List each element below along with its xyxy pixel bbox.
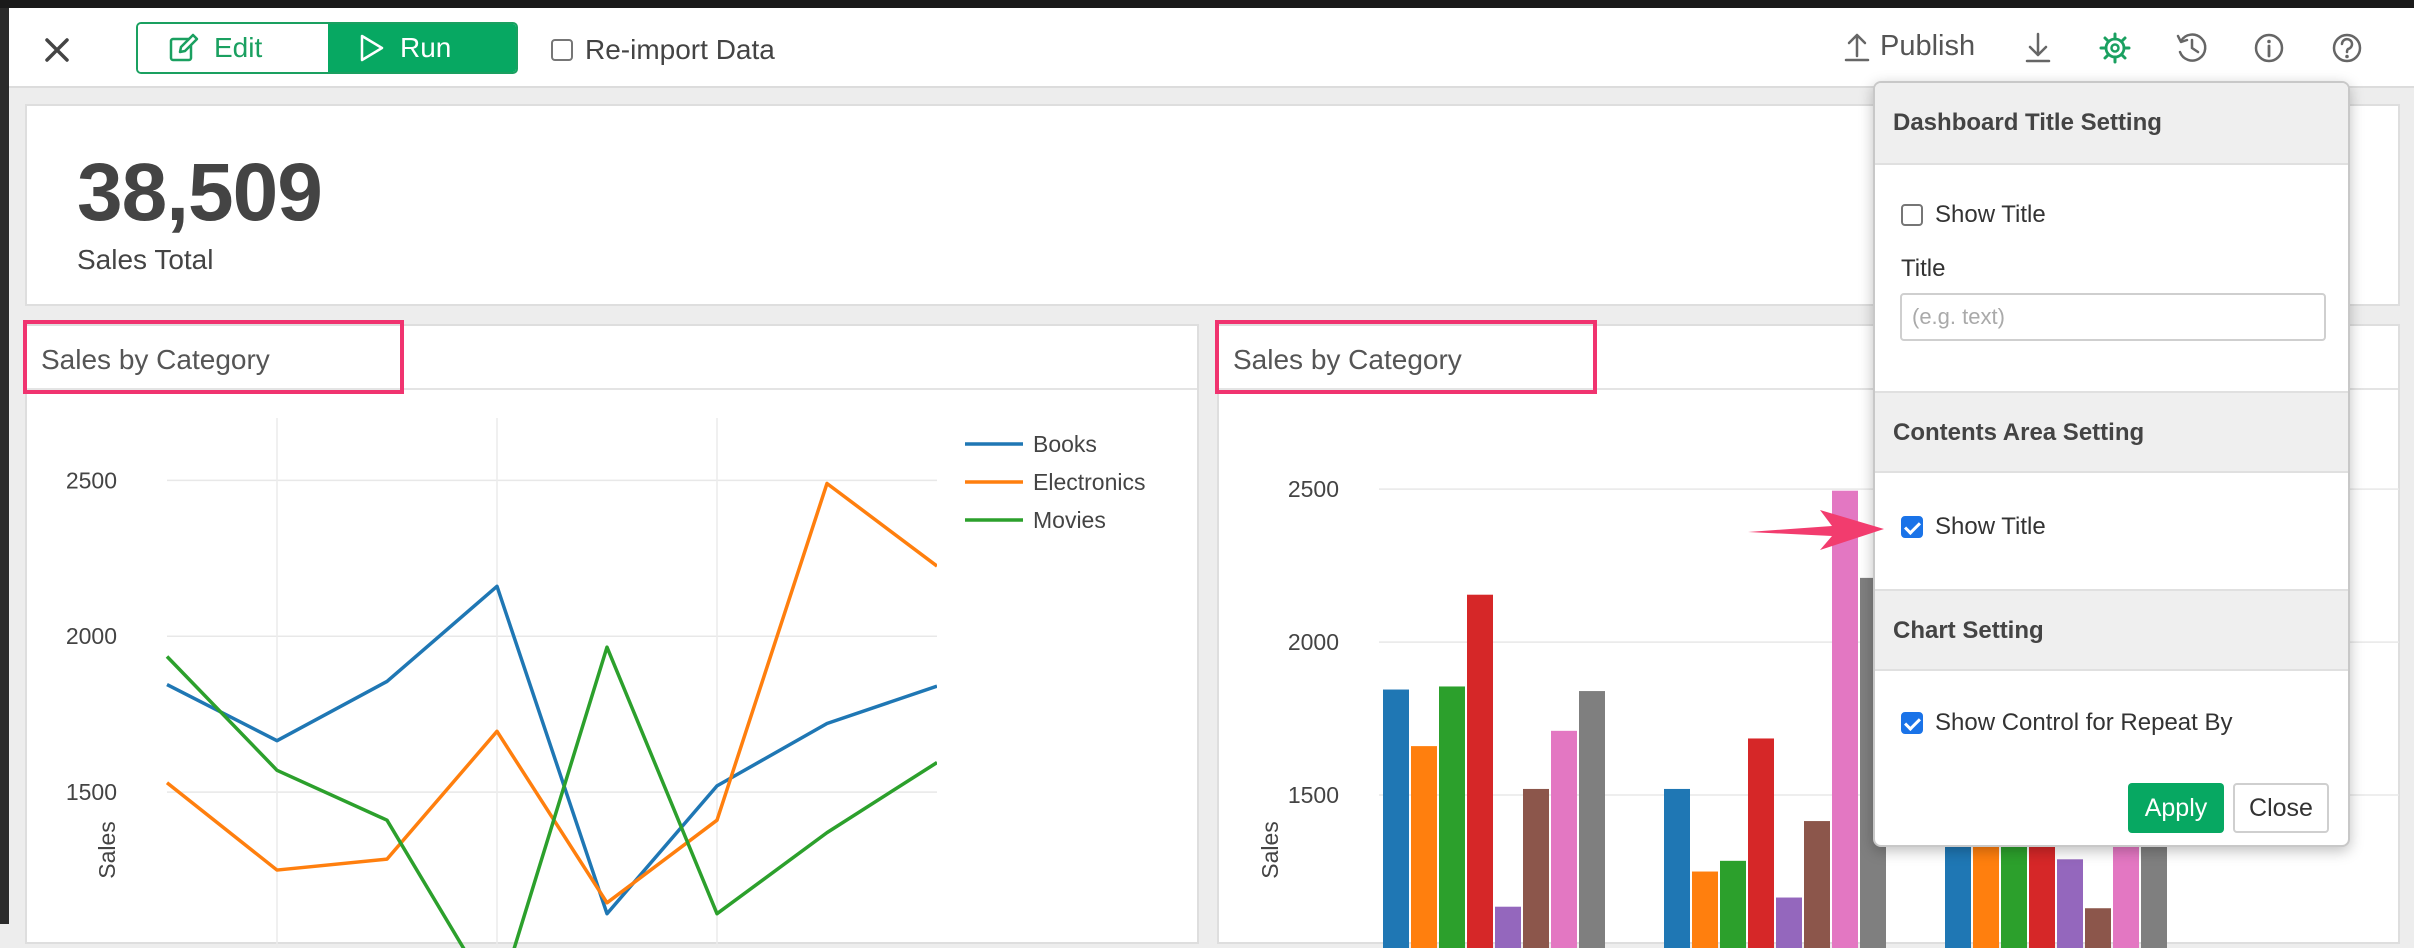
bar [1776,897,1802,948]
run-label: Run [400,32,452,63]
series-line-books [166,584,937,916]
close-icon[interactable] [37,30,77,70]
dashboard-title-section-header: Dashboard Title Setting [1875,83,2348,165]
pointer-arrow-icon [1748,510,1884,550]
highlight-box-right-title [1215,320,1597,394]
contents-area-section-header: Contents Area Setting [1875,391,2348,473]
bar [1579,691,1605,948]
panel-title: Sales by Category [41,344,270,375]
show-control-repeat-by-checkbox[interactable] [1901,712,1923,734]
contents-show-title-option[interactable]: Show Title [1901,513,2046,541]
dashboard-show-title-label: Show Title [1935,201,2046,228]
show-control-repeat-by-option[interactable]: Show Control for Repeat By [1901,709,2232,737]
panel-title: Sales by Category [1233,344,1462,375]
y-tick-label: 2500 [66,467,117,493]
series-line-electronics [165,481,937,905]
close-button[interactable]: Close [2233,783,2329,833]
edit-run-toggle: Edit Run [136,22,518,74]
settings-popover: Dashboard Title Setting Show Title Title… [1873,81,2350,847]
reimport-data-option[interactable]: Re-import Data [551,34,775,66]
bar [1664,788,1690,948]
y-tick-label: 2500 [1288,476,1339,502]
dashboard-show-title-option[interactable]: Show Title [1901,201,2046,229]
publish-label: Publish [1880,30,1976,62]
window-top-strip [0,0,2414,8]
toolbar: Edit Run Re-import Data Publish [9,8,2414,88]
contents-area-section-title: Contents Area Setting [1893,419,2145,446]
dashboard-show-title-checkbox[interactable] [1901,204,1923,226]
help-icon[interactable] [2327,28,2367,68]
series-line-movies [165,645,937,948]
upload-icon [1844,33,1870,61]
legend-label: Books [1033,431,1097,457]
dashboard-title-section-title: Dashboard Title Setting [1893,109,2162,136]
kpi-value: 38,509 [77,147,323,238]
bar [1523,788,1549,948]
show-control-repeat-by-label: Show Control for Repeat By [1935,709,2233,736]
bar [1495,906,1521,948]
bar [1383,689,1409,948]
download-icon[interactable] [2018,28,2058,68]
window-left-strip [0,8,9,924]
publish-button[interactable]: Publish [1844,30,1975,63]
bar [2057,859,2083,948]
panel-header: Sales by Category [1219,326,2398,390]
panel-header: Sales by Category [27,326,1197,390]
y-tick-label: 2000 [1288,629,1339,655]
info-icon[interactable] [2249,28,2289,68]
legend-label: Electronics [1033,469,1145,495]
bar [1439,686,1465,948]
legend-label: Movies [1033,507,1106,533]
y-axis-label: Sales [1257,821,1283,879]
line-chart-panel: Sales by Category 1500 2000 2500 Sales Books… [25,324,1199,948]
y-tick-label: 2000 [66,623,117,649]
bar [1748,738,1774,948]
run-button[interactable]: Run [328,24,516,72]
history-icon[interactable] [2172,28,2212,68]
kpi-label: Sales Total [77,244,214,275]
reimport-label: Re-import Data [585,34,775,65]
reimport-checkbox[interactable] [551,39,573,61]
contents-show-title-label: Show Title [1935,513,2046,540]
bar [1551,730,1577,948]
bar [1411,746,1437,948]
play-icon [360,34,384,62]
bar [1832,490,1858,948]
bar [1720,860,1746,948]
edit-label: Edit [214,32,263,63]
bar [1804,821,1830,948]
highlight-box-left-title [23,320,404,394]
bar [2085,908,2111,948]
gear-icon[interactable] [2095,28,2135,68]
contents-show-title-checkbox[interactable] [1901,516,1923,538]
line-chart: 1500 2000 2500 Sales Books Electronics Movies [66,418,1145,948]
y-tick-label: 1500 [66,779,117,805]
pencil-square-icon [169,33,199,62]
bar [1692,871,1718,948]
title-field-label: Title [1901,255,1946,282]
chart-setting-section-header: Chart Setting [1875,589,2348,671]
apply-button[interactable]: Apply [2128,783,2224,833]
edit-button[interactable]: Edit [138,24,328,72]
y-axis-label: Sales [94,821,120,879]
bar [1467,594,1493,948]
chart-setting-section-title: Chart Setting [1893,617,2044,644]
y-tick-label: 1500 [1288,782,1339,808]
title-input[interactable] [1900,293,2326,341]
